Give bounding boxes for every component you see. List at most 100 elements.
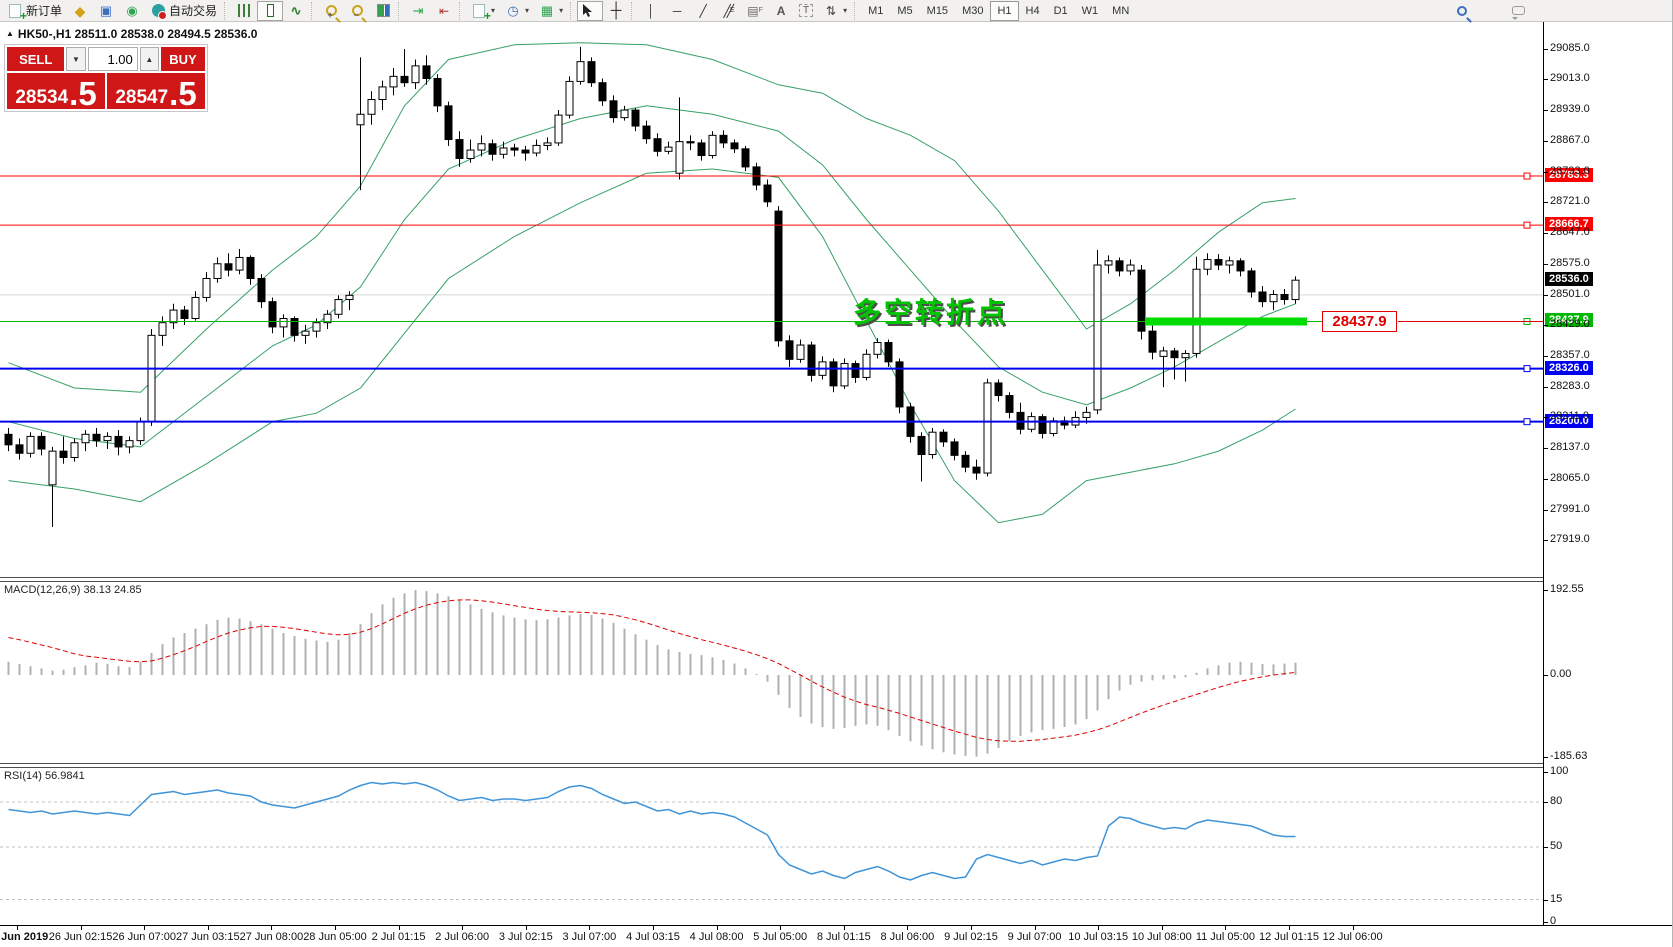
time-tick xyxy=(971,926,972,930)
new-order-button[interactable]: 新订单 xyxy=(2,1,67,21)
chat-icon xyxy=(1511,6,1525,15)
bar-chart-button[interactable] xyxy=(231,1,257,21)
arrows-button[interactable]: ⇅ ▾ xyxy=(818,1,852,21)
toolbar-separator xyxy=(224,1,229,20)
tile-windows-button[interactable] xyxy=(370,1,396,21)
periods-button[interactable]: ◷ ▾ xyxy=(500,1,534,21)
current-price-badge: 28536.0 xyxy=(1545,272,1593,287)
profiles-button[interactable]: ◆ xyxy=(67,1,93,21)
time-tick xyxy=(716,926,718,930)
zoom-out-button[interactable]: − xyxy=(344,1,370,21)
time-tick xyxy=(1289,926,1290,930)
time-label: 11 Jul 05:00 xyxy=(1195,931,1255,943)
hline-price-badge: 28326.0 xyxy=(1545,360,1593,375)
trendline-icon: ╱ xyxy=(699,3,707,18)
templates-button[interactable]: ▦ ▾ xyxy=(534,1,568,21)
candlestick-chart-button[interactable] xyxy=(257,0,284,21)
time-label: 27 Jun 03:15 xyxy=(175,931,240,943)
price-tick-label: 28501.0 xyxy=(1544,287,1590,300)
time-tick xyxy=(589,926,591,930)
price-tick-label: 28721.0 xyxy=(1544,195,1590,208)
tf-m15-button[interactable]: M15 xyxy=(926,4,949,17)
text-label-button[interactable]: T xyxy=(794,1,818,21)
tf-m30-button[interactable]: M30 xyxy=(962,4,984,17)
panel-resize-separator[interactable] xyxy=(0,577,1672,582)
price-axis[interactable]: 28783.3 28666.7 28437.9 28326.0 28200.0 29085… xyxy=(1543,22,1672,927)
cursor-button[interactable] xyxy=(577,0,604,21)
rsi-tick-label: 50 xyxy=(1543,840,1563,852)
macd-tick-label: -185.63 xyxy=(1543,749,1588,762)
volume-input[interactable]: 1.00 xyxy=(87,47,138,71)
chat-button[interactable] xyxy=(1505,1,1531,21)
price-tick-label: 28065.0 xyxy=(1544,471,1590,484)
tf-m5-button[interactable]: M5 xyxy=(897,4,913,17)
horizontal-line-button[interactable]: ─ xyxy=(664,1,690,21)
bar-chart-icon xyxy=(237,4,251,17)
rsi-tick-label: 0 xyxy=(1543,915,1557,927)
main-toolbar: 新订单 ◆ ▣ ◉ 自动交易 ∿ + − ⇥ ⇤ ▾ ◷▾ ▦▾ ┼ │ ─ ╱… xyxy=(0,0,1672,22)
macd-label: MACD(12,26,9) 38.13 24.85 xyxy=(4,584,142,596)
market-watch-button[interactable]: ▣ xyxy=(93,1,119,21)
tf-h4-button[interactable]: H4 xyxy=(1025,4,1040,17)
tf-w1-button[interactable]: W1 xyxy=(1081,4,1099,17)
horizontal-line-icon: ─ xyxy=(672,3,682,18)
tf-m1-button[interactable]: M1 xyxy=(868,4,884,17)
price-tick-label: 27919.0 xyxy=(1544,533,1590,545)
zoom-in-button[interactable]: + xyxy=(318,1,344,21)
line-chart-button[interactable]: ∿ xyxy=(283,1,309,21)
indicators-button[interactable]: ▾ xyxy=(466,1,500,21)
signals-button[interactable]: ◉ xyxy=(119,1,145,21)
search-button[interactable] xyxy=(1449,1,1475,21)
hline-price-badge: 28666.7 xyxy=(1545,217,1593,232)
panel-resize-separator[interactable] xyxy=(0,763,1672,768)
sell-button[interactable]: SELL xyxy=(7,47,65,71)
price-flag-label[interactable]: 28437.9 xyxy=(1322,311,1397,332)
equidistant-channel-button[interactable]: ╱╱ E xyxy=(716,1,742,21)
chart-header-text: HK50-,H1 28511.0 28538.0 28494.5 28536.0 xyxy=(17,27,258,41)
buy-button[interactable]: BUY xyxy=(161,47,205,71)
crosshair-button[interactable]: ┼ xyxy=(603,1,629,21)
vertical-line-button[interactable]: │ xyxy=(638,1,664,21)
auto-trading-label: 自动交易 xyxy=(169,4,218,18)
rsi-tick-label: 80 xyxy=(1543,795,1563,807)
sell-price[interactable]: 28534.5 xyxy=(7,73,105,110)
volume-up-button[interactable]: ▲ xyxy=(139,47,159,71)
time-label: 12 Jul 01:15 xyxy=(1259,931,1319,943)
tf-h1-button[interactable]: H1 xyxy=(990,0,1019,21)
chart-annotation-text[interactable]: 多空转折点 xyxy=(853,297,1009,328)
time-tick xyxy=(653,926,654,930)
chevron-down-icon: ▾ xyxy=(491,6,496,15)
tf-mn-button[interactable]: MN xyxy=(1112,4,1130,17)
rsi-canvas[interactable] xyxy=(0,768,1543,925)
toolbar-separator xyxy=(854,1,859,20)
price-chart-canvas[interactable] xyxy=(0,22,1543,577)
time-tick xyxy=(907,926,909,930)
tf-d1-button[interactable]: D1 xyxy=(1053,4,1068,17)
chart-shift-icon: ⇤ xyxy=(439,3,450,18)
price-tick-label: 28867.0 xyxy=(1544,133,1590,146)
collapse-triangle-icon[interactable]: ▲ xyxy=(6,29,14,38)
auto-scroll-button[interactable]: ⇥ xyxy=(405,1,431,21)
hline-price-badge: 28783.3 xyxy=(1545,168,1593,183)
auto-trading-button[interactable]: 自动交易 xyxy=(145,1,222,21)
price-tick-label: 28429.0 xyxy=(1544,318,1590,331)
time-label: 10 Jul 03:15 xyxy=(1068,931,1129,943)
time-label: 8 Jul 06:00 xyxy=(880,931,935,943)
time-label: 27 Jun 08:00 xyxy=(239,931,304,943)
fibonacci-button[interactable]: ▤ F xyxy=(742,1,768,21)
macd-canvas[interactable] xyxy=(0,582,1543,763)
highlight-bar xyxy=(1145,317,1307,326)
fibonacci-icon: ▤ F xyxy=(747,3,763,18)
trendline-button[interactable]: ╱ xyxy=(690,1,716,21)
volume-down-button[interactable]: ▼ xyxy=(66,47,86,71)
template-icon: ▦ xyxy=(540,2,554,18)
price-tick-label: 28137.0 xyxy=(1544,441,1590,454)
chart-header: ▲ HK50-,H1 28511.0 28538.0 28494.5 28536.… xyxy=(6,27,257,41)
chart-shift-button[interactable]: ⇤ xyxy=(431,1,457,21)
vertical-line-icon: │ xyxy=(647,3,655,18)
buy-price[interactable]: 28547.5 xyxy=(107,73,205,110)
text-tool-button[interactable]: A xyxy=(768,1,794,21)
time-label: 10 Jul 08:00 xyxy=(1131,931,1192,943)
text-icon: A xyxy=(776,3,786,18)
